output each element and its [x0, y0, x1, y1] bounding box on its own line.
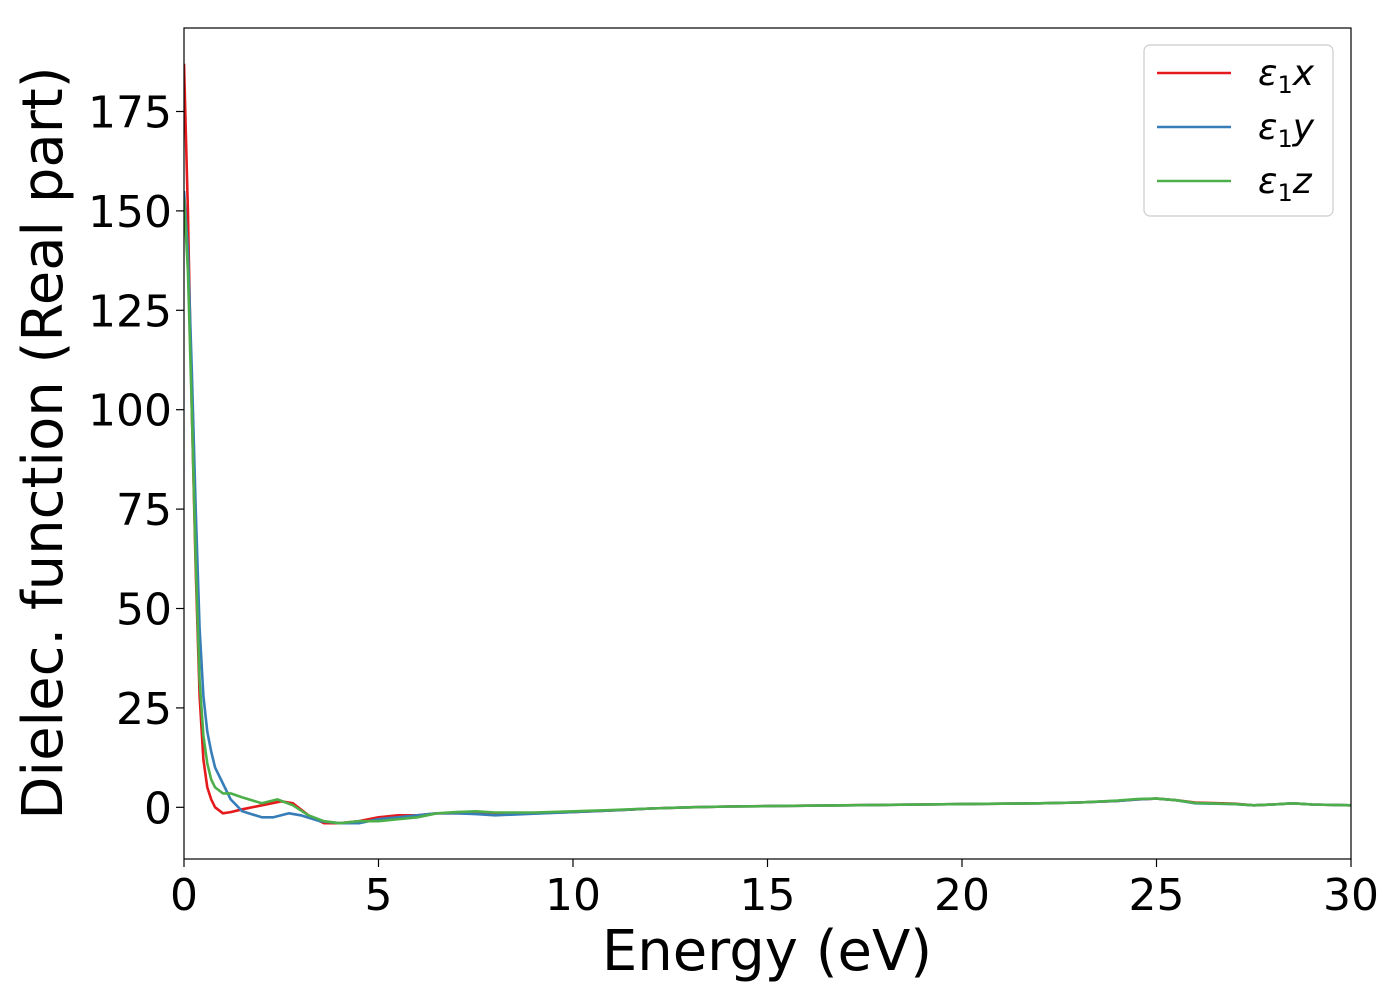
legend-label-3: ε1z	[1258, 161, 1313, 207]
y-tick-label: 125	[88, 286, 172, 337]
y-tick-label: 0	[144, 783, 172, 834]
y-tick-label: 150	[88, 187, 172, 238]
series-line-2	[184, 190, 1351, 825]
y-axis: 0 25 50 75 100 125 150 175	[88, 87, 184, 834]
x-tick-label: 20	[934, 870, 990, 921]
legend-label-1: ε1x	[1258, 53, 1315, 99]
legend-box	[1143, 44, 1334, 217]
series-line-3	[184, 198, 1351, 825]
x-tick-label: 10	[545, 870, 601, 921]
legend: ε1x ε1y ε1z	[1143, 44, 1334, 217]
x-tick-label: 30	[1323, 870, 1379, 921]
x-tick-label: 0	[170, 870, 198, 921]
x-axis-label: Energy (eV)	[602, 919, 932, 984]
y-axis-label: Dielec. function (Real part)	[11, 66, 76, 819]
y-tick-label: 100	[88, 386, 172, 437]
plot-lines	[184, 63, 1351, 825]
y-tick-label: 25	[116, 684, 172, 735]
y-tick-label: 75	[116, 485, 172, 536]
x-axis: 0 5 10 15 20 25 30	[170, 859, 1379, 921]
x-tick-label: 5	[365, 870, 393, 921]
y-tick-label: 50	[116, 585, 172, 636]
y-tick-label: 175	[88, 87, 172, 138]
x-tick-label: 25	[1129, 870, 1185, 921]
legend-label-2: ε1y	[1258, 107, 1315, 153]
x-tick-label: 15	[740, 870, 796, 921]
